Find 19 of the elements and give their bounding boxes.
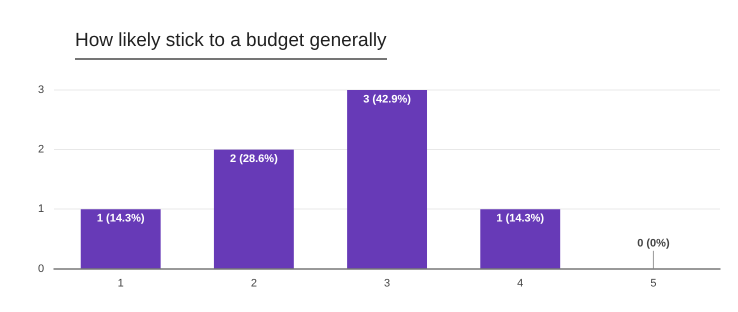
bar [480,209,560,268]
data-label: 0 (0%) [637,237,670,250]
x-tick-label: 2 [250,277,257,290]
bar [80,209,161,268]
y-tick-label: 0 [38,262,44,275]
y-tick-label: 2 [38,144,44,156]
data-label: 3 (42.9%) [363,94,412,106]
y-tick-label: 3 [38,84,44,96]
x-tick-label: 1 [118,277,124,290]
x-tick-label: 4 [517,277,524,290]
data-label: 1 (14.3%) [96,212,145,225]
x-tick-label: 3 [384,277,390,290]
data-label: 2 (28.6%) [230,153,278,166]
y-tick-label: 1 [38,203,44,216]
bar [214,150,294,268]
bar [347,90,428,268]
data-label: 1 (14.3%) [496,212,544,225]
x-tick-label: 5 [650,277,656,290]
chart-title: How likely stick to a budget generally [75,30,387,60]
